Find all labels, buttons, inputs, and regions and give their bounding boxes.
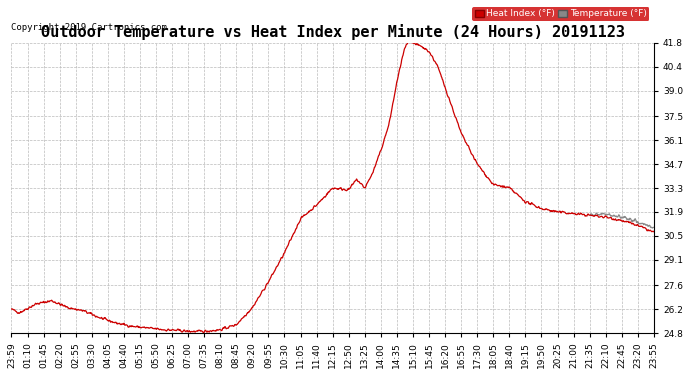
Legend: Heat Index (°F), Temperature (°F): Heat Index (°F), Temperature (°F) (472, 7, 649, 21)
Title: Outdoor Temperature vs Heat Index per Minute (24 Hours) 20191123: Outdoor Temperature vs Heat Index per Mi… (41, 24, 624, 40)
Text: Copyright 2019 Cartronics.com: Copyright 2019 Cartronics.com (12, 22, 167, 32)
